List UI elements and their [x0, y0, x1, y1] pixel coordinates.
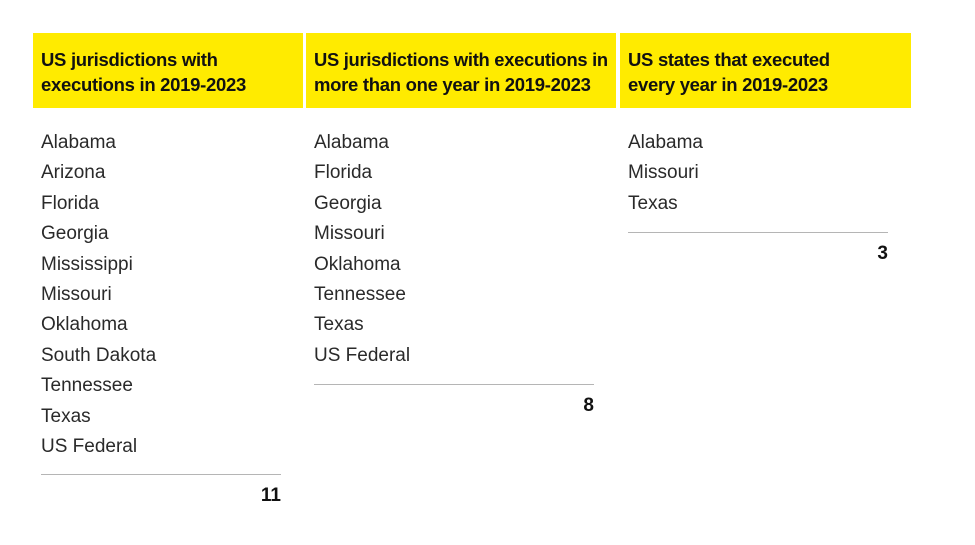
- column-header: US jurisdictions with executions in more…: [306, 33, 616, 108]
- list-item: Texas: [628, 192, 678, 214]
- state-list: Alabama Missouri Texas: [620, 128, 911, 219]
- column-header: US states that executed every year in 20…: [620, 33, 911, 108]
- list-item: Oklahoma: [41, 314, 128, 336]
- list-item: Tennessee: [314, 283, 406, 305]
- total-count: 8: [583, 395, 594, 417]
- list-item: Georgia: [314, 192, 382, 214]
- header-line: every year in 2019-2023: [628, 74, 828, 95]
- jurisdiction-list: Alabama Arizona Florida Georgia Mississi…: [33, 128, 303, 462]
- list-item: Mississippi: [41, 253, 133, 275]
- list-item: Missouri: [628, 162, 699, 184]
- list-item: Texas: [41, 405, 91, 427]
- header-line: more than one year in 2019-2023: [314, 74, 591, 95]
- column-multi-year-jurisdictions: US jurisdictions with executions in more…: [306, 33, 616, 417]
- list-item: South Dakota: [41, 344, 157, 366]
- list-item: Oklahoma: [314, 253, 401, 275]
- list-item: Arizona: [41, 162, 106, 184]
- divider: [41, 474, 281, 476]
- total-count: 11: [260, 485, 281, 507]
- header-line: US jurisdictions with executions in: [314, 49, 608, 70]
- list-item: US Federal: [314, 344, 411, 366]
- total-count: 3: [877, 243, 888, 265]
- list-item: Florida: [41, 192, 100, 214]
- list-item: Alabama: [628, 132, 703, 153]
- list-item: Florida: [314, 162, 373, 184]
- list-item: Missouri: [314, 223, 385, 245]
- list-item: US Federal: [41, 435, 138, 457]
- divider: [628, 232, 888, 234]
- column-header: US jurisdictions with executions in 2019…: [33, 33, 303, 108]
- header-line: US states that executed: [628, 49, 830, 70]
- list-item: Missouri: [41, 283, 112, 305]
- column-every-year-states: US states that executed every year in 20…: [620, 33, 911, 265]
- list-item: Alabama: [314, 132, 389, 153]
- jurisdiction-list: Alabama Florida Georgia Missouri Oklahom…: [306, 128, 616, 371]
- divider: [314, 384, 594, 386]
- list-item: Alabama: [41, 132, 116, 153]
- column-all-jurisdictions: US jurisdictions with executions in 2019…: [33, 33, 303, 507]
- list-item: Texas: [314, 314, 364, 336]
- list-item: Georgia: [41, 223, 109, 245]
- header-line: US jurisdictions with: [41, 49, 218, 70]
- header-line: executions in 2019-2023: [41, 74, 246, 95]
- list-item: Tennessee: [41, 375, 133, 397]
